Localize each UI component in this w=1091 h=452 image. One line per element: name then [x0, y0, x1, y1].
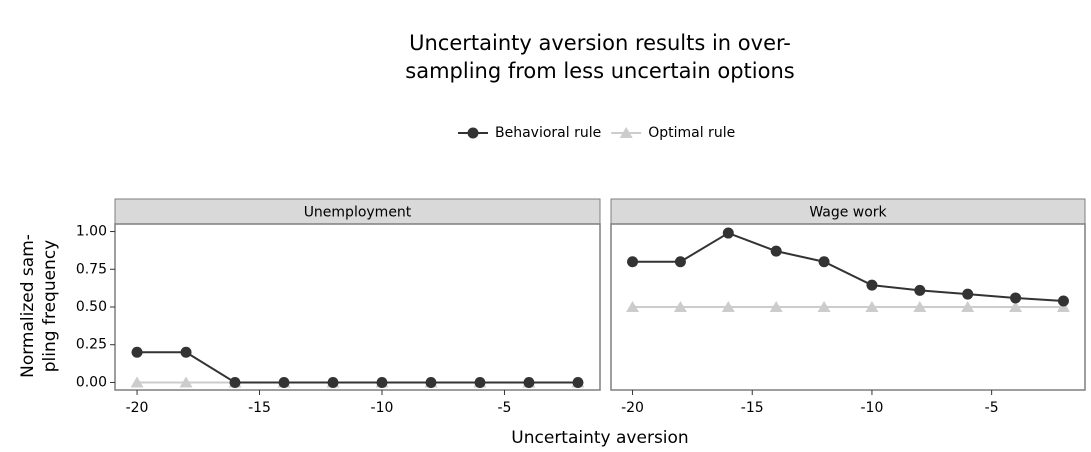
marker	[770, 245, 782, 257]
x-tick-label: -20	[621, 400, 644, 416]
y-axis-label: Normalized sam-	[18, 234, 38, 378]
marker	[1057, 295, 1069, 307]
marker	[722, 227, 734, 239]
series-line	[137, 351, 578, 384]
marker	[769, 301, 783, 312]
series-line	[632, 231, 1064, 302]
panel	[114, 223, 601, 391]
marker	[1009, 301, 1023, 312]
y-tick-label: 1.00	[76, 224, 107, 240]
x-tick-label: -20	[126, 400, 149, 416]
marker	[131, 346, 143, 358]
x-axis-label: Uncertainty aversion	[511, 428, 688, 448]
marker	[673, 301, 687, 312]
marker	[130, 376, 144, 388]
y-tick-label: 0.25	[76, 337, 107, 353]
y-tick-label: 0.75	[76, 261, 107, 277]
chart-title: sampling from less uncertain options	[405, 59, 794, 83]
marker	[327, 376, 339, 388]
x-tick-label: -15	[741, 400, 764, 416]
marker	[523, 376, 535, 388]
marker	[425, 376, 437, 388]
marker	[962, 288, 974, 300]
marker	[866, 279, 878, 291]
marker	[180, 346, 192, 358]
y-tick-label: 0.50	[76, 299, 107, 315]
y-tick-label: 0.00	[76, 374, 107, 390]
legend-marker	[467, 127, 479, 139]
marker	[674, 256, 686, 268]
marker	[626, 301, 640, 312]
y-axis-label: pling frequency	[40, 240, 60, 372]
x-tick-label: -5	[985, 400, 999, 416]
x-tick-label: -10	[371, 400, 394, 416]
chart-title: Uncertainty aversion results in over-	[409, 31, 791, 55]
marker	[913, 301, 927, 312]
marker	[817, 301, 831, 312]
x-tick-label: -15	[248, 400, 271, 416]
marker	[179, 376, 193, 388]
marker	[721, 301, 735, 312]
legend-label: Behavioral rule	[495, 125, 601, 141]
x-tick-label: -5	[497, 400, 511, 416]
panel-title: Unemployment	[304, 205, 412, 221]
legend-marker	[619, 127, 633, 138]
legend-label: Optimal rule	[648, 125, 735, 141]
strip	[610, 198, 1086, 225]
marker	[229, 376, 241, 388]
marker	[627, 256, 639, 268]
marker	[376, 376, 388, 388]
marker	[818, 256, 830, 268]
marker	[474, 376, 486, 388]
marker	[278, 376, 290, 388]
strip	[114, 198, 601, 225]
marker	[865, 301, 879, 312]
x-tick-label: -10	[861, 400, 884, 416]
marker	[914, 284, 926, 296]
marker	[961, 301, 975, 312]
marker	[572, 376, 584, 388]
marker	[1010, 292, 1022, 304]
panel-title: Wage work	[809, 205, 887, 221]
marker	[1056, 301, 1070, 312]
